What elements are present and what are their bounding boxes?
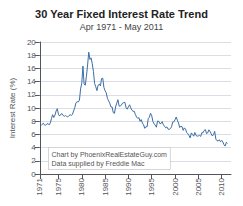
svg-text:1980: 1980 [77,177,86,195]
svg-text:Interest Rate (%): Interest Rate (%) [8,77,17,138]
svg-text:12: 12 [27,90,36,99]
svg-text:8: 8 [31,117,36,126]
svg-text:1995: 1995 [147,177,156,195]
svg-text:2005: 2005 [194,177,203,195]
svg-text:1990: 1990 [124,177,133,195]
svg-text:2: 2 [31,156,36,165]
svg-text:1975: 1975 [54,177,63,195]
svg-text:30 Year Fixed Interest Rate Tr: 30 Year Fixed Interest Rate Trend [35,8,208,20]
svg-text:18: 18 [27,51,36,60]
svg-text:Chart by PhoenixRealEstateGuy.: Chart by PhoenixRealEstateGuy.com [52,151,168,159]
svg-text:6: 6 [31,130,36,139]
svg-text:20: 20 [27,38,36,47]
svg-text:0: 0 [31,170,36,179]
svg-text:1985: 1985 [101,177,110,195]
svg-text:10: 10 [27,104,36,113]
svg-text:Data supplied by Freddie Mac: Data supplied by Freddie Mac [52,160,145,168]
svg-text:4: 4 [31,143,36,152]
svg-text:14: 14 [27,77,36,86]
svg-text:16: 16 [27,64,36,73]
svg-text:2010: 2010 [217,177,226,195]
svg-text:1971: 1971 [35,177,44,195]
svg-text:Apr 1971 - May 2011: Apr 1971 - May 2011 [80,22,163,32]
svg-text:2000: 2000 [171,177,180,195]
